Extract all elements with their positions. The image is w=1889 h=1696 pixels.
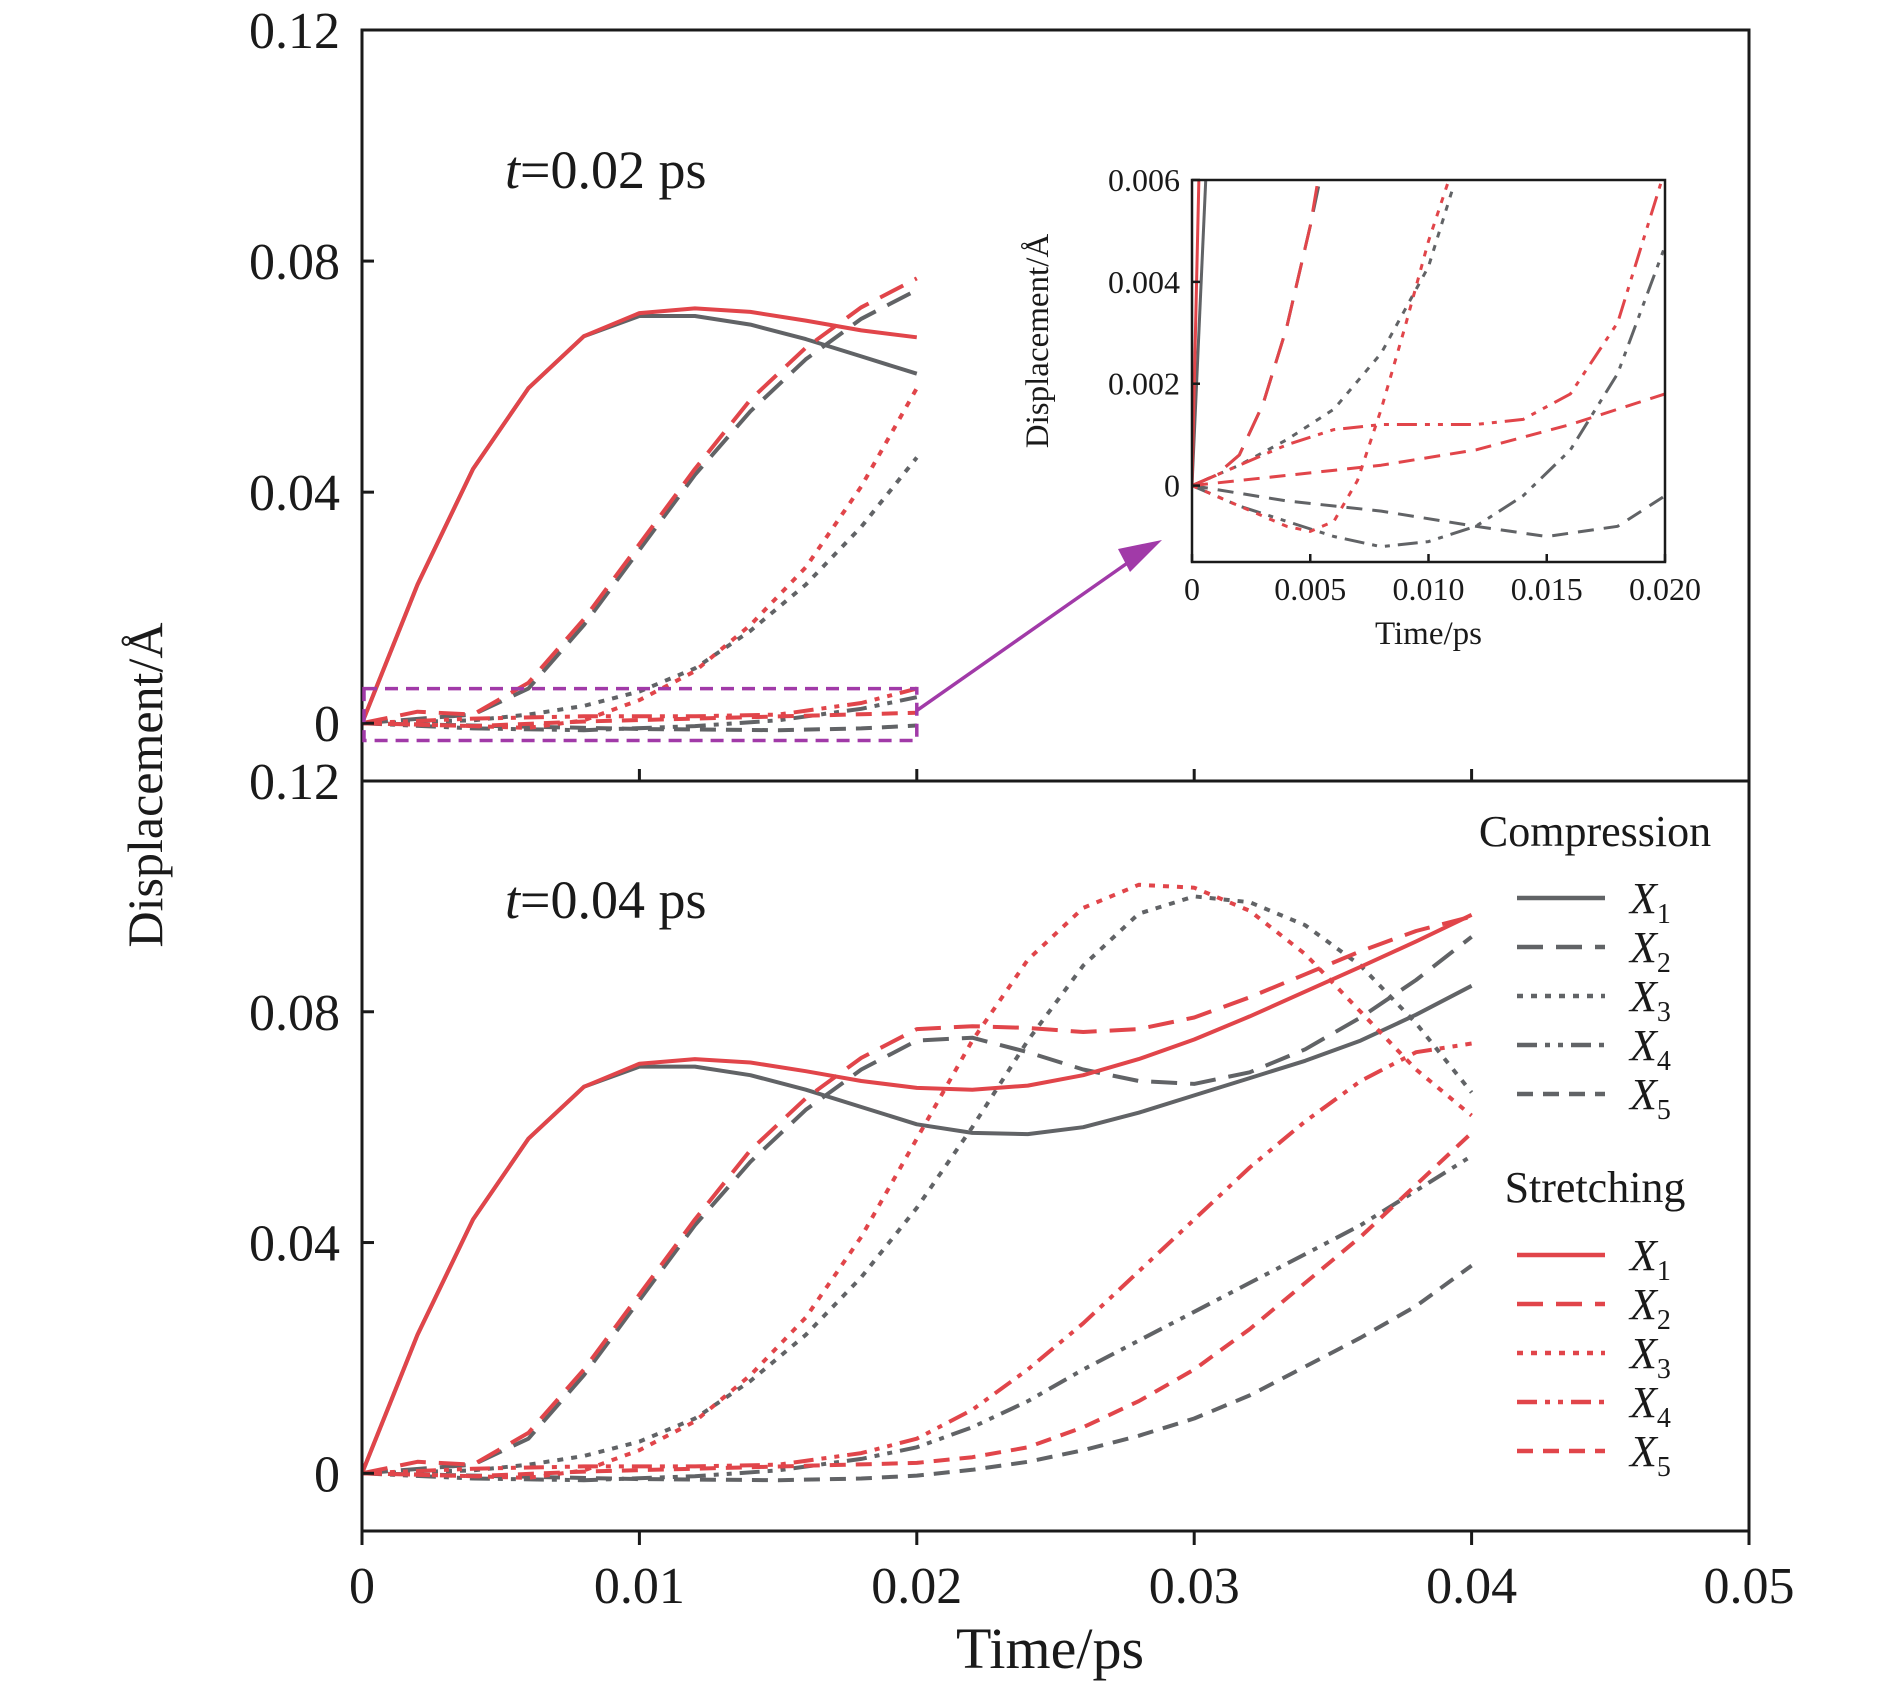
legend-stretching-label-x2: X2: [1628, 1280, 1671, 1336]
top-series-compression-x3: [362, 456, 919, 726]
annotation-text: =0.02 ps: [520, 140, 706, 200]
legend-label-sub: 3: [1657, 997, 1671, 1028]
legend-compression-label-x3: X3: [1628, 972, 1671, 1028]
legend-label-main: X: [1628, 1070, 1659, 1119]
top-ytick-label: 0.12: [249, 3, 340, 60]
bottom-series-compression-x1: [362, 984, 1473, 1475]
legend-compression-label-x4: X4: [1628, 1021, 1671, 1077]
top-series-compression-x2: [362, 288, 918, 726]
top-ytick-label: 0.08: [249, 234, 340, 291]
bottom-series-stretching-x4: [362, 1041, 1472, 1476]
legend-label-sub: 1: [1657, 899, 1671, 930]
bottom-series-compression-x3: [362, 894, 1474, 1476]
legend-label-main: X: [1628, 1280, 1659, 1329]
top-series-stretching-x2: [362, 276, 918, 726]
inset-panel: 0 0.002 0.004 0.006 0 0.005 0.010 0.015 0.020 Tim…: [1019, 162, 1701, 652]
inset-series-compression-x4: [1192, 245, 1665, 549]
bottom-frame: [360, 779, 1751, 1533]
legend-label-sub: 1: [1657, 1256, 1671, 1287]
legend-label-main: X: [1628, 874, 1659, 923]
bottom-panel: 0 0.04 0.08 0.12 0 0.01 0.02 0.03 0.04 0.05 t=0.04…: [249, 754, 1795, 1615]
top-series-stretching-x5: [362, 710, 917, 729]
zoom-box: [362, 686, 919, 743]
bottom-series-stretching-x2: [362, 914, 1473, 1476]
inset-ytick-label: 0.006: [1108, 162, 1180, 198]
legend: CompressionX1X2X3X4X5StretchingX1X2X3X4X…: [1479, 807, 1711, 1483]
bottom-xtick-label: 0.02: [871, 1558, 962, 1615]
legend-label-main: X: [1628, 1378, 1659, 1427]
legend-label-main: X: [1628, 1427, 1659, 1476]
y-axis-label: Displacement/Å: [117, 623, 173, 948]
top-series-compression-x4: [362, 695, 918, 733]
annotation-italic: t: [505, 870, 522, 930]
bottom-xtick-label: 0.01: [594, 1558, 685, 1615]
zoom-arrow-head: [1118, 540, 1162, 572]
legend-label-sub: 4: [1657, 1403, 1671, 1434]
inset-ytick-label: 0.002: [1108, 366, 1180, 402]
bottom-xtick-label: 0.04: [1426, 1558, 1517, 1615]
top-series-compression-x1: [362, 314, 918, 724]
inset-series-stretching-x5: [1192, 392, 1665, 488]
bottom-ytick-label: 0.08: [249, 985, 340, 1042]
inset-series-stretching-x2: [1192, 180, 1320, 487]
bottom-series-stretching-x1: [362, 912, 1473, 1475]
legend-compression-label-x2: X2: [1628, 923, 1671, 979]
legend-label-main: X: [1628, 1329, 1659, 1378]
bottom-xtick-label: 0.05: [1704, 1558, 1795, 1615]
legend-compression-title: Compression: [1479, 807, 1711, 856]
top-ytick-label: 0.04: [249, 465, 340, 522]
legend-label-main: X: [1628, 923, 1659, 972]
bottom-ytick-label: 0: [314, 1446, 340, 1503]
legend-stretching-label-x4: X4: [1628, 1378, 1671, 1434]
bottom-series-compression-x2: [362, 935, 1473, 1476]
inset-ytick-label: 0: [1164, 468, 1180, 504]
legend-label-main: X: [1628, 1231, 1659, 1280]
legend-label-sub: 5: [1657, 1452, 1671, 1483]
legend-label-sub: 2: [1657, 1305, 1671, 1336]
legend-label-main: X: [1628, 972, 1659, 1021]
bottom-series-compression-x5: [362, 1263, 1473, 1483]
inset-series-stretching-x4: [1192, 180, 1664, 487]
zoom-arrow-line: [915, 555, 1138, 712]
legend-stretching-label-x5: X5: [1628, 1427, 1671, 1483]
legend-stretching-title: Stretching: [1505, 1163, 1686, 1212]
inset-xtick-label: 0.005: [1274, 571, 1346, 607]
inset-xtick-label: 0.015: [1511, 571, 1583, 607]
annotation-italic: t: [505, 140, 522, 200]
legend-compression-label-x1: X1: [1628, 874, 1671, 930]
inset-xtick-label: 0.020: [1629, 571, 1701, 607]
zoom-indicator: [362, 540, 1162, 743]
top-series-stretching-x1: [362, 306, 918, 724]
inset-series-compression-x5: [1192, 484, 1665, 538]
legend-label-sub: 3: [1657, 1354, 1671, 1385]
legend-stretching-label-x1: X1: [1628, 1231, 1671, 1287]
legend-label-sub: 5: [1657, 1095, 1671, 1126]
bottom-series-compression-x4: [362, 1154, 1473, 1483]
legend-label-sub: 2: [1657, 948, 1671, 979]
legend-label-main: X: [1628, 1021, 1659, 1070]
inset-x-axis-label: Time/ps: [1375, 616, 1482, 652]
top-series-stretching-x4: [362, 686, 918, 726]
inset-xtick-label: 0: [1184, 571, 1200, 607]
inset-xtick-label: 0.010: [1393, 571, 1465, 607]
top-annotation: t=0.02 ps: [505, 140, 706, 200]
bottom-ytick-label: 0.04: [249, 1216, 340, 1273]
bottom-xtick-label: 0: [349, 1558, 375, 1615]
annotation-text: =0.04 ps: [520, 870, 706, 930]
bottom-ytick-label: 0.12: [249, 754, 340, 811]
inset-y-axis-label: Displacement/Å: [1019, 234, 1056, 449]
legend-compression-label-x5: X5: [1628, 1070, 1671, 1126]
legend-stretching-label-x3: X3: [1628, 1329, 1671, 1385]
bottom-series-stretching-x5: [362, 1131, 1473, 1479]
legend-label-sub: 4: [1657, 1046, 1671, 1077]
bottom-xtick-label: 0.03: [1149, 1558, 1240, 1615]
x-axis-label: Time/ps: [956, 1616, 1144, 1681]
top-panel: 0 0.04 0.08 0.12 t=0.02 ps: [249, 3, 1751, 783]
top-ytick-label: 0: [314, 696, 340, 753]
inset-ytick-label: 0.004: [1108, 264, 1180, 300]
top-series-stretching-x3: [362, 387, 919, 730]
bottom-annotation: t=0.04 ps: [505, 870, 706, 930]
